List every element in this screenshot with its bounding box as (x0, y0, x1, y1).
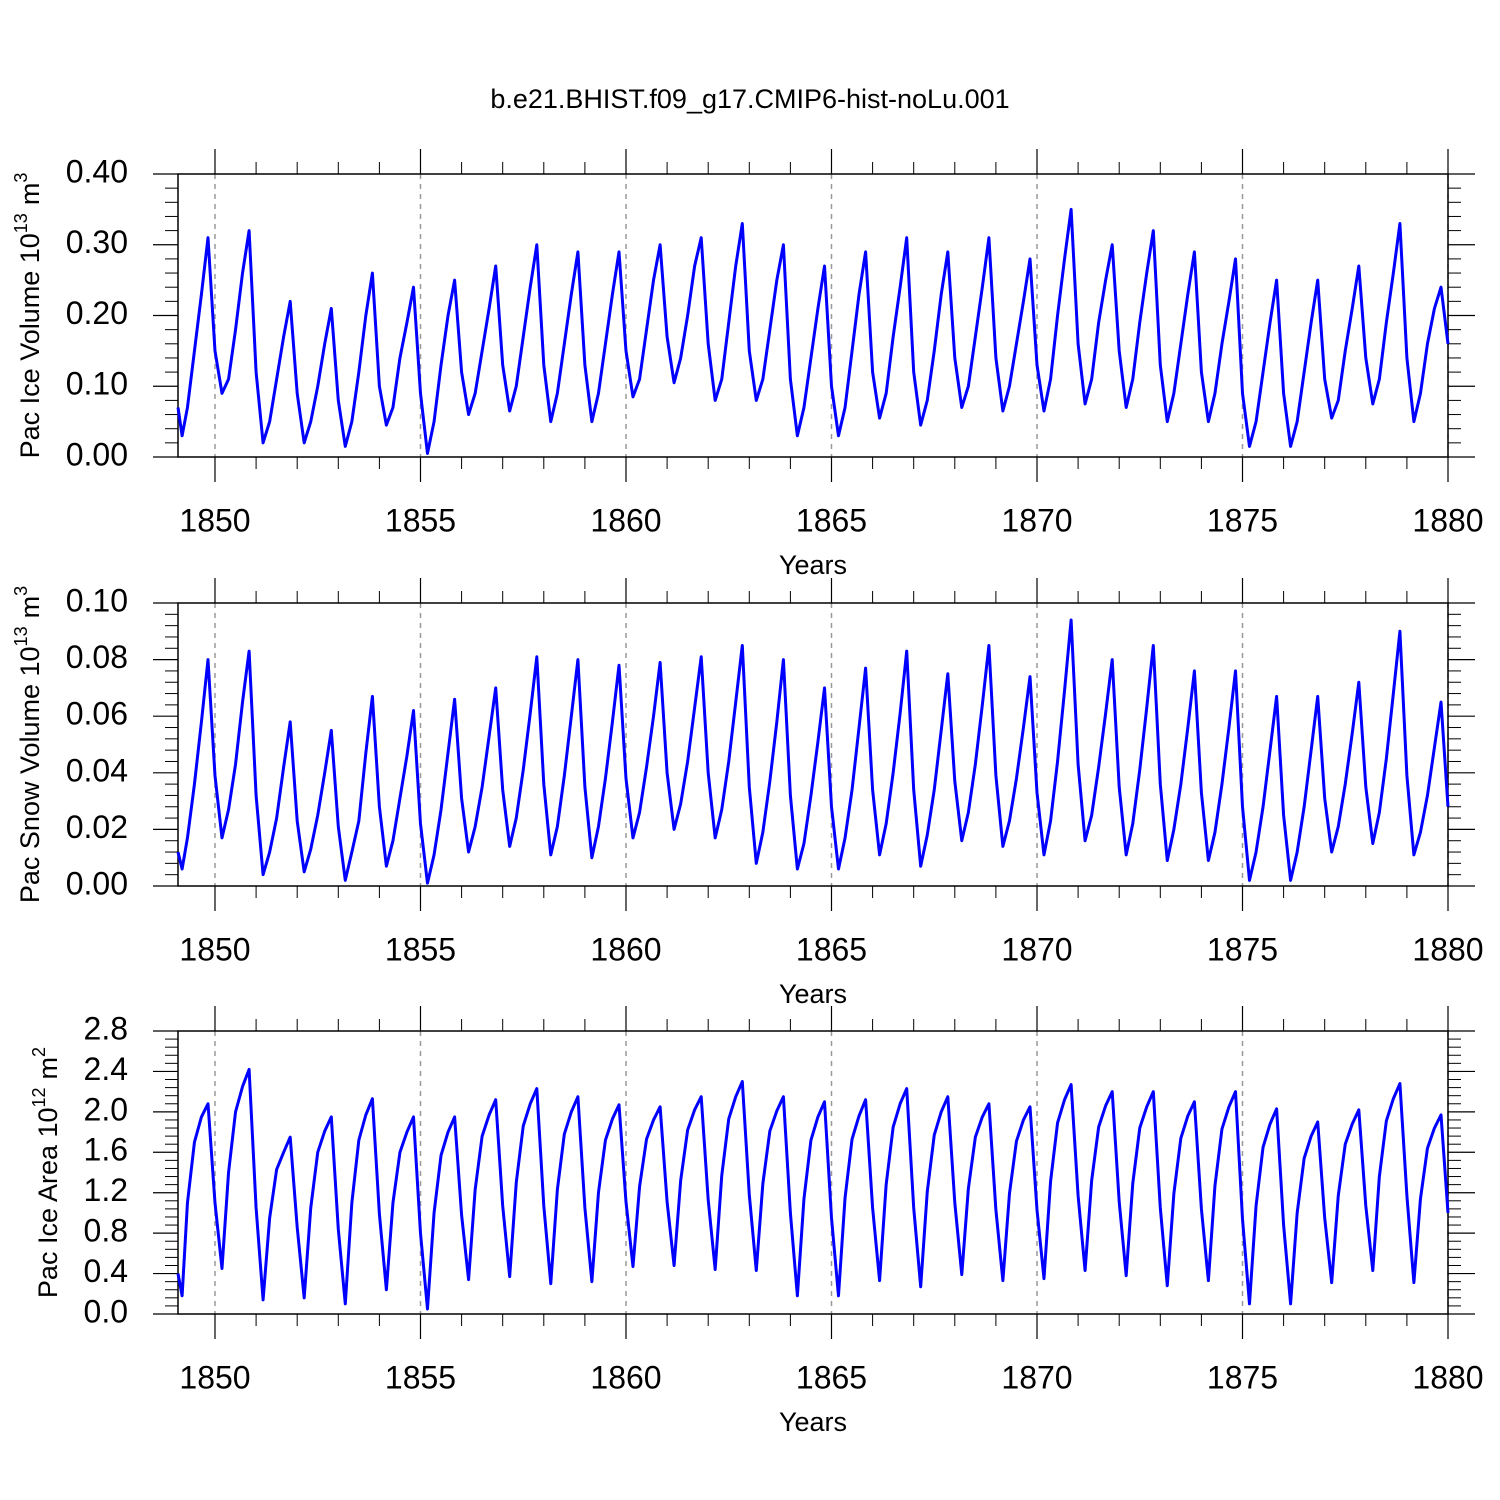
x-axis-title: Years (779, 1407, 847, 1437)
x-tick-label: 1875 (1207, 502, 1278, 538)
y-tick-label: 0.02 (66, 809, 128, 845)
plot-frame (177, 602, 1449, 887)
y-tick-label: 0.4 (84, 1253, 128, 1289)
data-line (176, 1067, 1450, 1311)
y-tick-label: 0.08 (66, 639, 128, 675)
y-title-text: Pac Ice Volume 10 (15, 233, 45, 458)
x-tick-label: 1860 (590, 502, 661, 538)
y-tick-label: 0.00 (66, 865, 128, 901)
y-tick-label: 0.30 (66, 224, 128, 260)
x-tick-label: 1870 (1001, 931, 1072, 967)
y-tick-label: 0.00 (66, 436, 128, 472)
y-tick-label: 0.10 (66, 366, 128, 402)
x-tick-label: 1870 (1001, 1359, 1072, 1395)
x-tick-label: 1865 (796, 1359, 867, 1395)
y-tick-label: 0.40 (66, 153, 128, 189)
y-title-unit: m (33, 1057, 63, 1080)
y-title-text: Pac Snow Volume 10 (15, 646, 45, 903)
data-line (176, 207, 1450, 455)
y-tick-label: 2.0 (84, 1091, 128, 1127)
y-tick-label: 0.8 (84, 1213, 128, 1249)
x-tick-label: 1855 (385, 931, 456, 967)
y-title-unit: m (15, 183, 45, 206)
y-tick-label: 2.8 (84, 1010, 128, 1046)
x-tick-label: 1875 (1207, 1359, 1278, 1395)
x-tick-label: 1850 (179, 1359, 250, 1395)
y-tick-label: 0.04 (66, 752, 128, 788)
y-title-exponent: 12 (29, 1087, 49, 1107)
x-tick-label: 1855 (385, 1359, 456, 1395)
y-axis-title: Pac Ice Volume 1013 m3 (11, 173, 45, 459)
plot-frame (177, 173, 1449, 458)
x-tick-label: 1860 (590, 931, 661, 967)
x-tick-label: 1850 (179, 931, 250, 967)
x-tick-label: 1880 (1412, 1359, 1483, 1395)
x-tick-label: 1860 (590, 1359, 661, 1395)
data-line (176, 618, 1450, 885)
y-tick-label: 0.10 (66, 582, 128, 618)
x-axis-title: Years (779, 550, 847, 580)
y-title-text: Pac Ice Area 10 (33, 1107, 63, 1298)
y-title-unit: m (15, 596, 45, 619)
y-tick-label: 1.2 (84, 1172, 128, 1208)
x-tick-label: 1855 (385, 502, 456, 538)
y-title-exponent: 13 (11, 626, 31, 646)
y-tick-label: 1.6 (84, 1132, 128, 1168)
y-tick-label: 0.20 (66, 295, 128, 331)
y-title-exponent: 13 (11, 213, 31, 233)
y-axis-title: Pac Snow Volume 1013 m3 (11, 586, 45, 903)
y-title-unit-exponent: 3 (11, 173, 31, 183)
y-title-unit-exponent: 2 (29, 1047, 49, 1057)
x-tick-label: 1865 (796, 931, 867, 967)
x-tick-label: 1865 (796, 502, 867, 538)
x-axis-title: Years (779, 979, 847, 1009)
y-title-unit-exponent: 3 (11, 586, 31, 596)
y-tick-label: 0.0 (84, 1293, 128, 1329)
y-tick-label: 0.06 (66, 696, 128, 732)
x-tick-label: 1870 (1001, 502, 1072, 538)
y-tick-label: 2.4 (84, 1051, 128, 1087)
x-tick-label: 1850 (179, 502, 250, 538)
x-tick-label: 1880 (1412, 502, 1483, 538)
x-tick-label: 1875 (1207, 931, 1278, 967)
plot-frame (177, 1030, 1449, 1315)
chart-title: b.e21.BHIST.f09_g17.CMIP6-hist-noLu.001 (490, 84, 1009, 114)
x-tick-label: 1880 (1412, 931, 1483, 967)
y-axis-title: Pac Ice Area 1012 m2 (29, 1047, 63, 1298)
